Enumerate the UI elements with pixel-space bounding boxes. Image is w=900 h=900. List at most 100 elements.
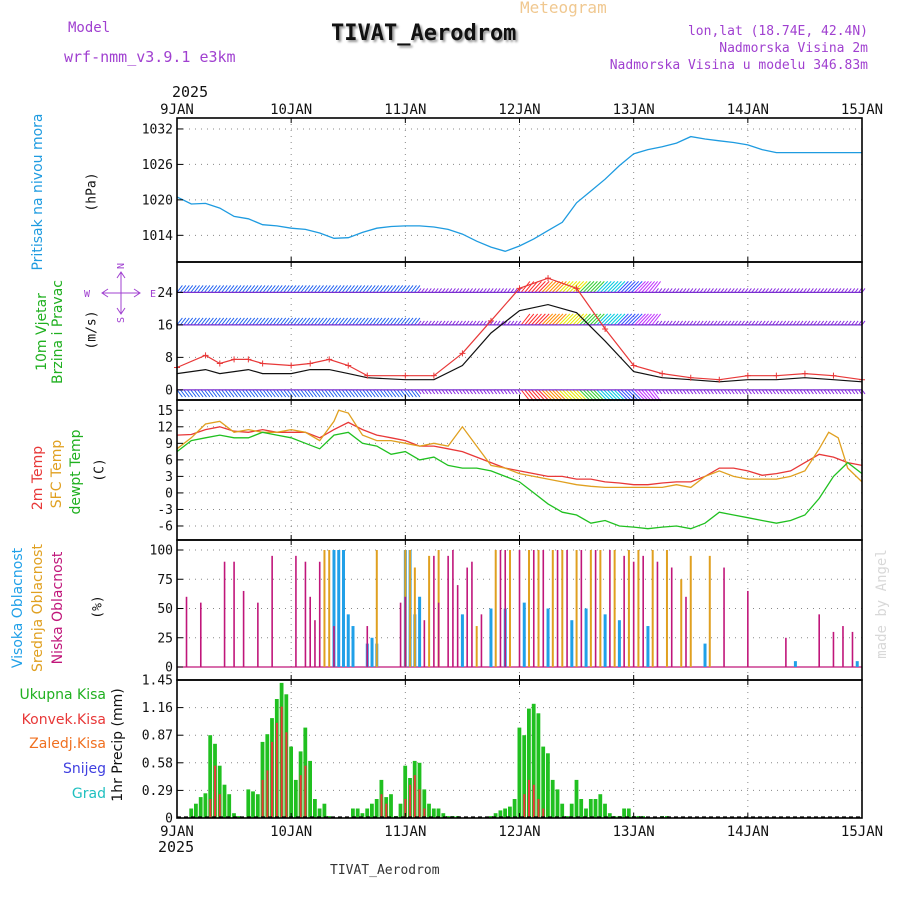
wind-gust-marker [773, 372, 780, 379]
wind-barb [589, 389, 602, 402]
wind-barb [396, 317, 404, 326]
precip-total-bar [360, 813, 365, 818]
wind-barb [245, 389, 252, 398]
wind-barb [176, 389, 183, 398]
wind-barb [493, 389, 498, 395]
precip-ylabel: 1hr Precip (mm) [110, 688, 126, 802]
wind-barb [238, 285, 245, 293]
wind-barb [682, 288, 687, 293]
wind-barb [837, 320, 842, 326]
y-tick-label: 0 [165, 383, 173, 398]
wind-barb [713, 288, 718, 293]
wind-barb [286, 317, 293, 326]
wind-barb [582, 313, 595, 326]
wind-barb [372, 389, 379, 398]
wind-barb [273, 285, 280, 293]
wind-barb [634, 281, 646, 293]
legend-snow: Snijeg [62, 761, 106, 777]
wind-gust-marker [288, 362, 295, 369]
wind-barb [679, 320, 683, 326]
wind-barb [248, 317, 256, 326]
wind-barb [211, 285, 218, 293]
wind-barb [200, 389, 207, 398]
precip-total-bar [665, 816, 669, 818]
wind-barb [627, 313, 640, 326]
wind-barb [317, 317, 324, 326]
wind-barb [414, 317, 421, 326]
wind-barb [672, 288, 677, 293]
wind-barb [754, 288, 759, 293]
wind-barb [193, 317, 200, 326]
wind-barb [658, 288, 663, 293]
wind-barb [393, 285, 400, 293]
wind-barb [792, 389, 797, 395]
wind-barb [748, 320, 752, 326]
precip-total-bar [198, 797, 203, 818]
wind-barb [727, 288, 732, 293]
precip-total-bar [493, 813, 498, 818]
wind-barb [796, 389, 801, 395]
wind-barb [180, 285, 187, 293]
wind-barb [706, 320, 711, 326]
wind-barb [321, 317, 328, 326]
wind-barb [207, 317, 214, 326]
pressure-unit: (hPa) [84, 172, 100, 212]
wind-gust-marker [345, 362, 352, 369]
wind-barb [648, 389, 658, 402]
wind-barb [675, 389, 680, 395]
wind-barb [224, 389, 231, 398]
precip-conv-bar [542, 808, 545, 818]
wind-barb [713, 389, 718, 395]
wind-barb [383, 285, 390, 293]
wind-barb [689, 389, 694, 395]
wind-barb [362, 389, 369, 398]
wind-barb [348, 317, 355, 326]
wind-barb [613, 313, 626, 326]
wind-barb [562, 313, 574, 326]
precip-total-bar [508, 806, 512, 818]
wind-barb [455, 320, 460, 326]
precip-total-bar [255, 794, 260, 818]
x-tick-label-bottom: 10JAN [270, 824, 312, 840]
legend-hail: Grad [71, 786, 106, 802]
wind-barb [359, 389, 366, 398]
wind-barb [348, 285, 355, 293]
y-tick-label: 0 [165, 812, 173, 827]
wind-barb [300, 317, 307, 326]
wind-barb [400, 285, 407, 293]
wind-barb [427, 320, 432, 326]
x-tick-label-bottom: 14JAN [727, 824, 769, 840]
wind-barb [500, 320, 504, 326]
wind-barb [324, 317, 331, 326]
wind-barb [359, 317, 366, 326]
precip-total-bar [555, 789, 560, 818]
wind-barb [634, 389, 646, 402]
wind-barb [631, 389, 643, 402]
y-tick-label: 0.87 [142, 729, 173, 744]
wind-barb [434, 389, 439, 395]
cloud-unit: (%) [90, 595, 106, 619]
wind-barb [376, 389, 383, 398]
wind-barb [393, 389, 400, 398]
wind-gust-marker [602, 325, 609, 332]
wind-barb [699, 320, 704, 326]
wind-barb [538, 281, 550, 293]
wind-barb [455, 288, 460, 293]
wind-barb [775, 389, 780, 395]
wind-barb [489, 320, 494, 326]
y-tick-label: 1.16 [142, 701, 173, 716]
wind-barb [617, 313, 629, 326]
wind-barb [730, 288, 735, 293]
precip-total-bar [593, 799, 598, 818]
wind-barb [445, 389, 449, 395]
wind-barb [403, 389, 410, 398]
wind-barb [314, 389, 321, 398]
wind-barb [534, 313, 546, 326]
wind-barb [672, 389, 677, 395]
precip-total-bar [441, 813, 446, 818]
wind-barb [283, 389, 290, 398]
wind-barb [858, 320, 862, 326]
precip-total-bar [293, 779, 298, 818]
wind-barb [734, 320, 738, 326]
wind-barb [820, 389, 825, 395]
